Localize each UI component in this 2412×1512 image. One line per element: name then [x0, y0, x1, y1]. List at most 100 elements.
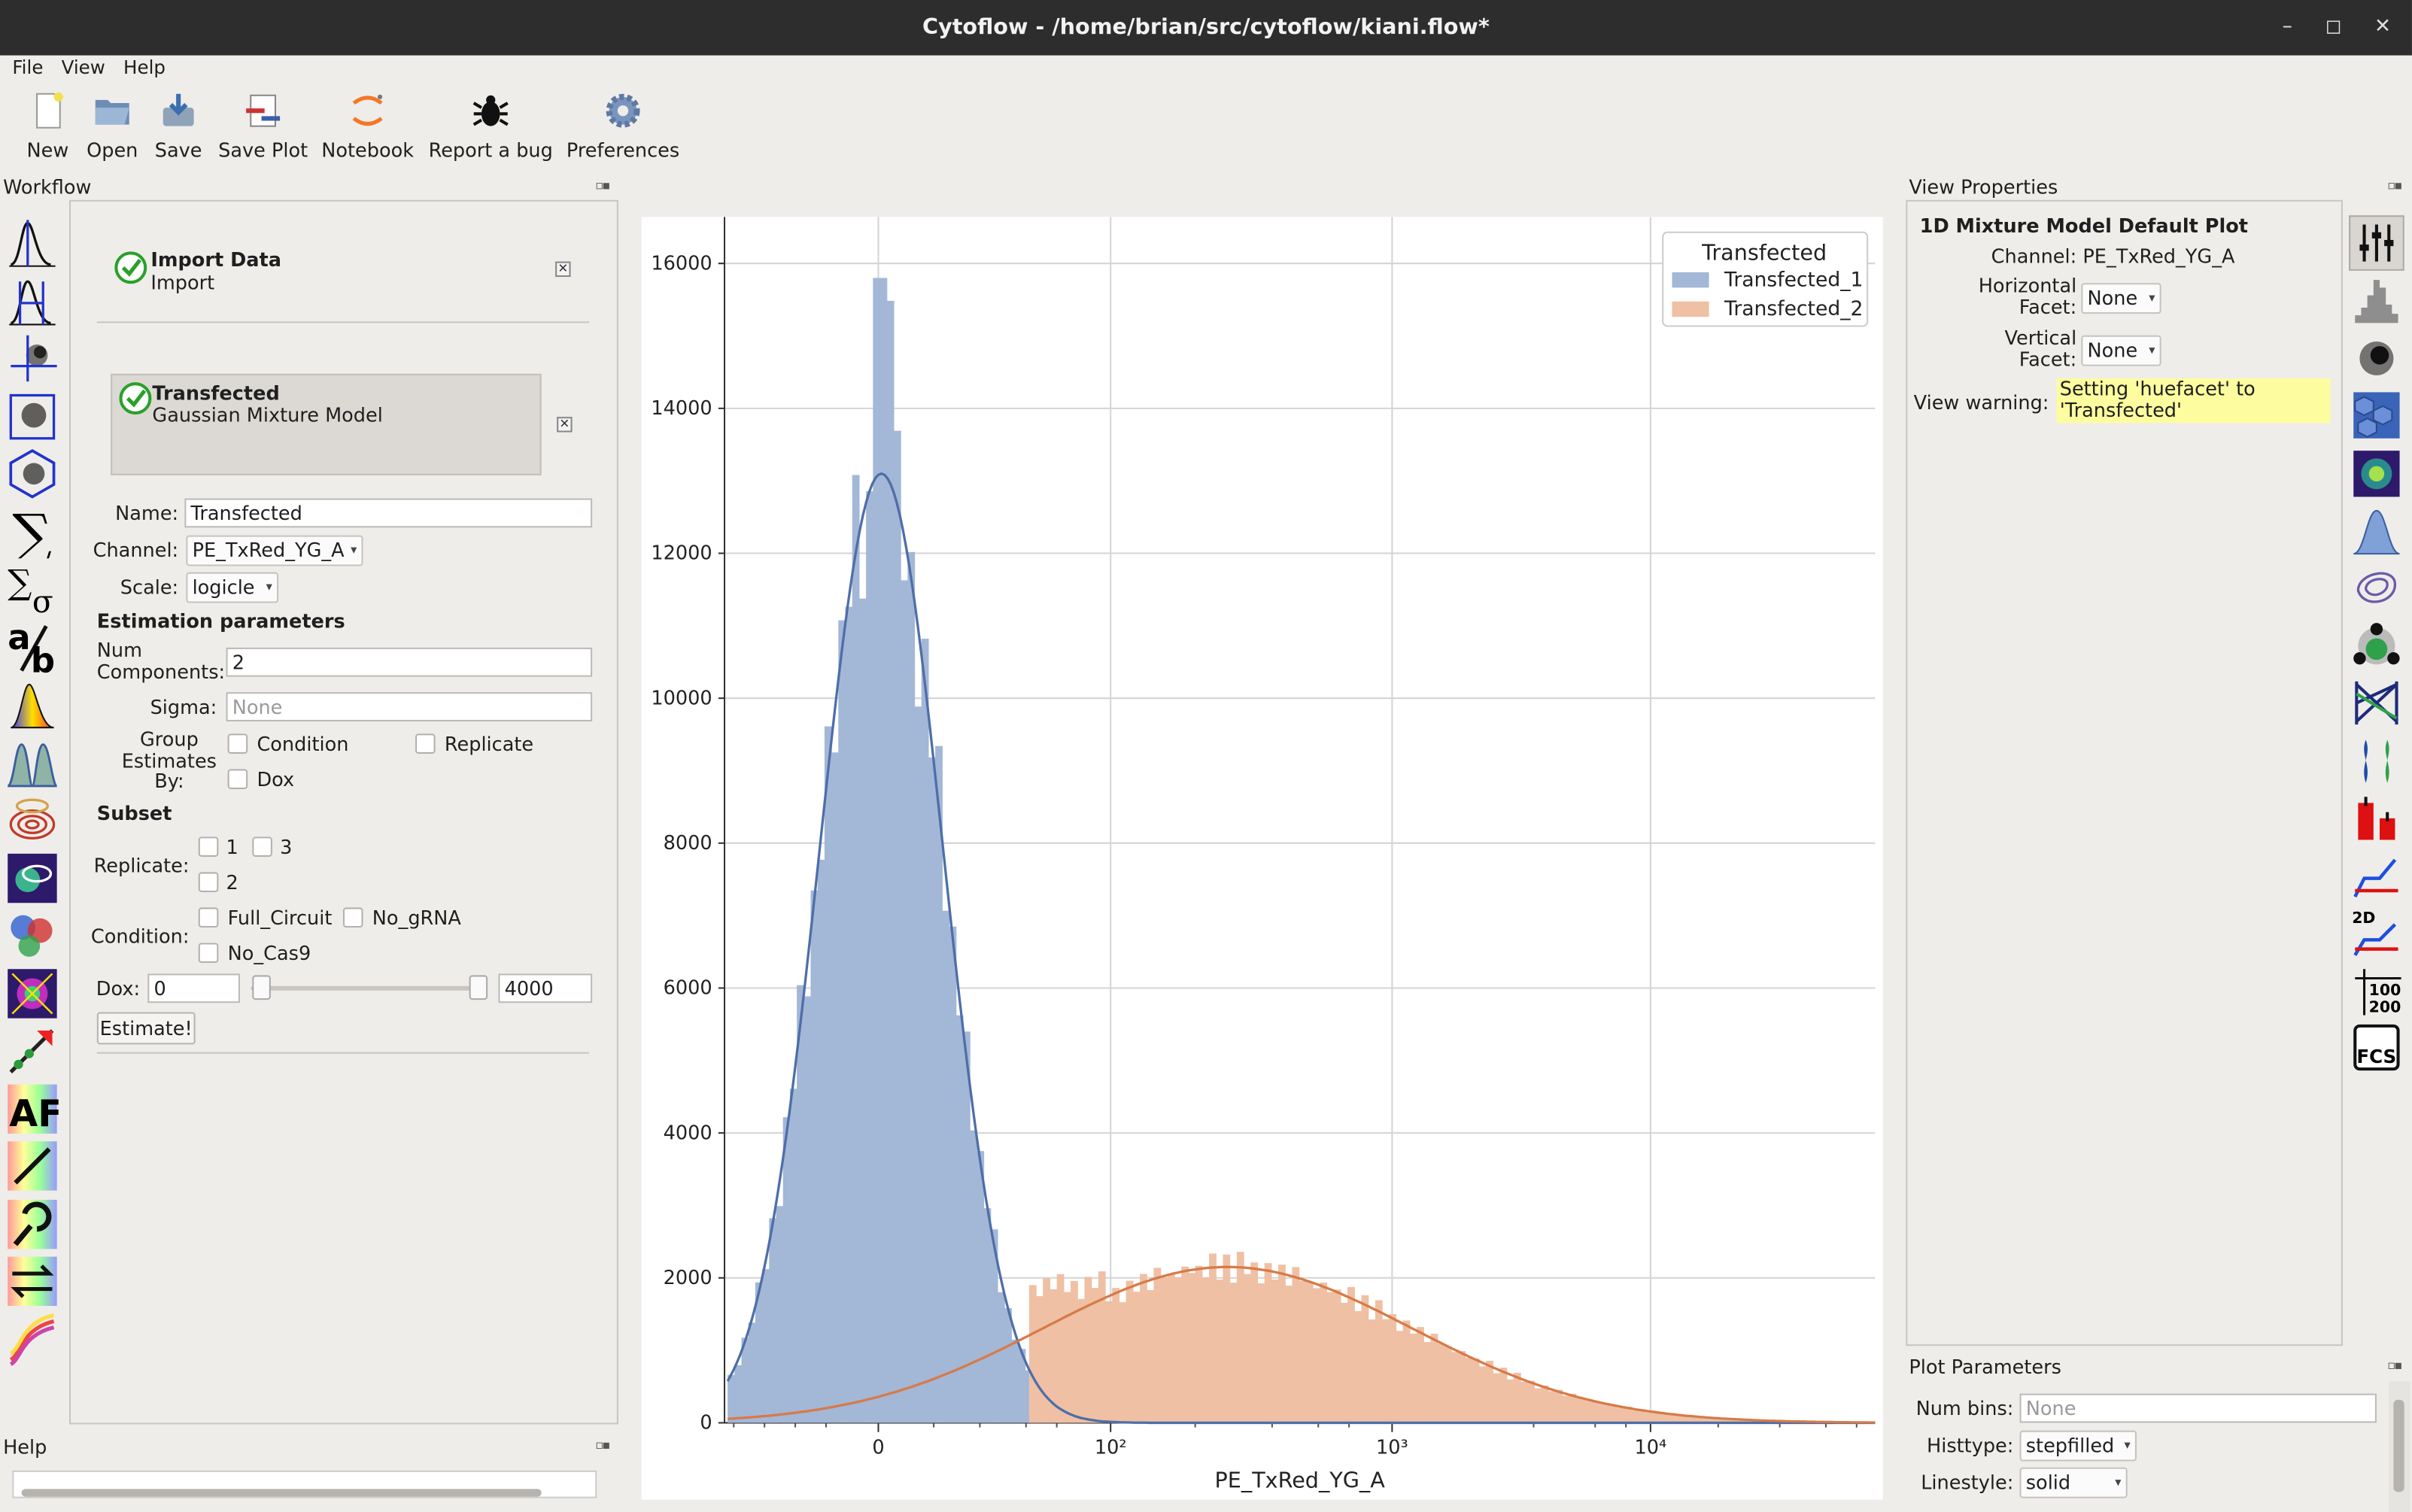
autofluorescence-op-icon[interactable]: AF — [5, 1080, 60, 1136]
dox-slider-max-handle[interactable] — [469, 975, 488, 1000]
dox-slider-min-handle[interactable] — [252, 975, 271, 1000]
gaussian-mixture-op-icon[interactable] — [5, 734, 60, 790]
series2-bar — [1569, 1393, 1577, 1423]
svg-text:AF: AF — [9, 1091, 58, 1134]
minimize-button[interactable]: – — [2282, 15, 2292, 39]
flowpeaks-op-icon[interactable] — [5, 907, 60, 963]
series1-bar — [962, 1031, 971, 1423]
notebook-button[interactable]: Notebook — [320, 90, 415, 162]
series2-bar — [1105, 1301, 1113, 1423]
workflow-dock-buttons[interactable]: ▫▪ — [595, 178, 610, 193]
series2-bar — [1444, 1346, 1452, 1423]
gmm-2d-op-icon[interactable] — [5, 792, 60, 848]
preferences-button[interactable]: Preferences — [566, 90, 679, 162]
series1-bar — [852, 475, 860, 1423]
replicate-3-checkbox[interactable] — [252, 836, 272, 857]
export-fcs-icon[interactable]: FCS — [2349, 1021, 2404, 1076]
num-bins-input[interactable]: None — [2019, 1393, 2377, 1423]
menu-help[interactable]: Help — [123, 56, 166, 79]
save-plot-button[interactable]: Save Plot — [217, 90, 309, 162]
linestyle-select[interactable]: solid — [2019, 1467, 2128, 1498]
sum-sigma-op-icon[interactable]: ∑ σ — [5, 561, 60, 617]
replicate-3-label: 3 — [280, 835, 293, 858]
scale-select[interactable]: logicle — [186, 572, 279, 603]
scatterplot-view-icon[interactable] — [2349, 330, 2404, 386]
threshold-op-icon[interactable] — [5, 215, 60, 271]
series2-bar — [1056, 1274, 1065, 1423]
remove-import-button[interactable]: ✕ — [555, 261, 571, 278]
group-replicate-checkbox[interactable] — [415, 733, 436, 754]
group-dox-checkbox[interactable] — [227, 769, 248, 789]
name-label: Name: — [115, 501, 179, 525]
menu-file[interactable]: File — [12, 56, 44, 79]
workflow-item-transfected[interactable]: Transfected Gaussian Mixture Model — [111, 373, 542, 475]
polygon-quad-op-icon[interactable] — [5, 388, 60, 444]
replicate-2-checkbox[interactable] — [198, 872, 219, 892]
estimate-button[interactable]: Estimate! — [96, 1012, 196, 1045]
stats-2d-view-icon[interactable]: 2D — [2349, 906, 2404, 961]
save-button[interactable]: Save — [150, 90, 206, 162]
dox-min-input[interactable]: 0 — [147, 973, 240, 1003]
condition-no-grna-checkbox[interactable] — [342, 907, 363, 928]
replicate-1-checkbox[interactable] — [198, 836, 219, 857]
plot-parameters-dock-buttons[interactable]: ▫▪ — [2387, 1358, 2402, 1372]
bleedthrough-op-icon[interactable] — [5, 1138, 60, 1194]
series1-bar — [914, 706, 922, 1423]
dox-slider-track[interactable] — [251, 985, 487, 991]
series2-bar — [1340, 1302, 1348, 1423]
remove-transfected-button[interactable]: ✕ — [557, 417, 573, 433]
condition-no-cas9-checkbox[interactable] — [198, 943, 219, 964]
x-tick-label: 10³ — [1376, 1436, 1408, 1459]
window-title: Cytoflow - /home/brian/src/cytoflow/kian… — [922, 15, 1490, 41]
polygon-op-icon[interactable] — [5, 446, 60, 502]
maximize-button[interactable]: ◻ — [2325, 15, 2342, 39]
plot-parameters-scrollbar[interactable] — [2389, 1381, 2410, 1512]
parallel-coordinates-view-icon[interactable] — [2349, 676, 2404, 731]
stats-1d-view-icon[interactable] — [2349, 848, 2404, 903]
group-condition-checkbox[interactable] — [227, 733, 248, 754]
series2-bar — [1140, 1274, 1147, 1423]
channel-select[interactable]: PE_TxRed_YG_A — [186, 535, 363, 566]
sigma-input[interactable]: None — [226, 692, 593, 722]
series2-bar — [1735, 1419, 1743, 1423]
kde-1d-view-icon[interactable] — [2349, 503, 2404, 559]
density-gate-op-icon[interactable] — [5, 965, 60, 1021]
series2-bar — [1624, 1406, 1632, 1423]
name-input[interactable]: Transfected — [184, 498, 593, 528]
plot-properties-icon[interactable] — [2349, 215, 2404, 271]
sum-op-icon[interactable]: ∑ — [5, 504, 60, 560]
vfacet-select[interactable]: None — [2081, 335, 2161, 366]
range-op-icon[interactable] — [5, 273, 60, 329]
close-window-button[interactable]: ✕ — [2374, 15, 2392, 39]
dox-max-input[interactable]: 4000 — [498, 973, 593, 1003]
hfacet-select[interactable]: None — [2081, 283, 2161, 314]
hexbin-view-icon[interactable] — [2349, 388, 2404, 444]
density-view-icon[interactable] — [2349, 445, 2404, 501]
kmeans-op-icon[interactable] — [5, 850, 60, 906]
spectrum-op-icon[interactable] — [5, 677, 60, 733]
num-components-input[interactable]: 2 — [226, 647, 593, 677]
2d-range-op-icon[interactable] — [5, 331, 60, 387]
new-button[interactable]: New — [22, 90, 74, 162]
violin-plot-view-icon[interactable] — [2349, 733, 2404, 788]
menu-view[interactable]: View — [61, 56, 105, 79]
series2-bar — [1028, 1285, 1037, 1423]
help-scrollbar[interactable] — [21, 1489, 542, 1497]
series2-bar — [1666, 1413, 1674, 1423]
help-dock-buttons[interactable]: ▫▪ — [595, 1438, 610, 1453]
open-button[interactable]: Open — [83, 90, 141, 162]
bead-op-icon[interactable] — [5, 1196, 60, 1252]
tasbe-op-icon[interactable] — [5, 1311, 60, 1367]
table-view-icon[interactable]: 100 200 — [2349, 963, 2404, 1019]
bead-calibration-op-icon[interactable] — [5, 1023, 60, 1079]
histogram-view-icon[interactable] — [2349, 273, 2404, 329]
histtype-select[interactable]: stepfilled — [2019, 1430, 2137, 1462]
violin-view-icon[interactable] — [2349, 618, 2404, 673]
kde-2d-view-icon[interactable] — [2349, 560, 2404, 616]
color-translation-op-icon[interactable] — [5, 1254, 60, 1310]
condition-full-circuit-checkbox[interactable] — [198, 907, 219, 928]
view-properties-dock-buttons[interactable]: ▫▪ — [2387, 178, 2402, 193]
report-bug-button[interactable]: Report a bug — [427, 90, 554, 162]
bar-chart-view-icon[interactable] — [2349, 791, 2404, 846]
